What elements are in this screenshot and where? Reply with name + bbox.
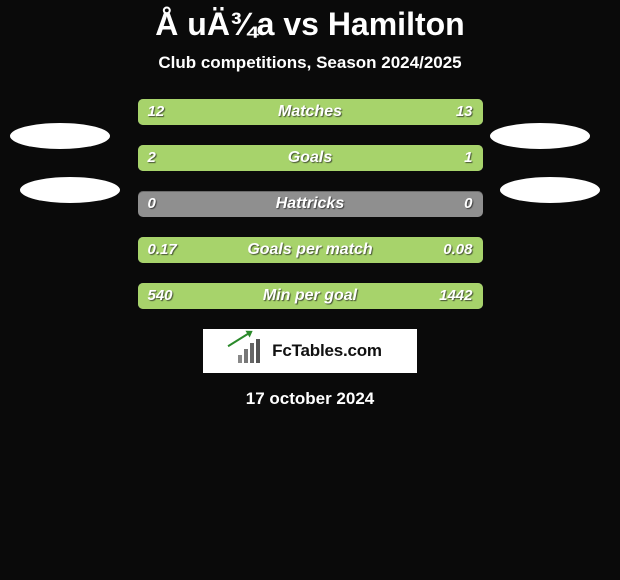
subtitle: Club competitions, Season 2024/2025: [0, 53, 620, 73]
stat-bar-left: [138, 237, 373, 263]
stat-bar-right: [372, 237, 482, 263]
stat-value-left: 0: [148, 191, 156, 217]
source-logo[interactable]: FcTables.com: [203, 329, 417, 373]
logo-text: FcTables.com: [272, 341, 382, 361]
stat-row: 5401442Min per goal: [138, 283, 483, 309]
logo-inner: FcTables.com: [238, 339, 382, 363]
snapshot-date: 17 october 2024: [0, 389, 620, 409]
player-right-logo-3: [500, 177, 600, 203]
stat-bar-left: [138, 283, 483, 309]
stat-row: 21Goals: [138, 145, 483, 171]
stat-row: 0.170.08Goals per match: [138, 237, 483, 263]
stat-value-right: 0: [464, 191, 472, 217]
stat-bar-right: [303, 99, 482, 125]
stat-row: 1213Matches: [138, 99, 483, 125]
comparison-widget: Å uÄ¾a vs Hamilton Club competitions, Se…: [0, 0, 620, 580]
stat-label: Hattricks: [138, 191, 483, 217]
page-title: Å uÄ¾a vs Hamilton: [0, 0, 620, 43]
stat-bar-right: [365, 145, 482, 171]
bar-chart-growth-icon: [238, 339, 266, 363]
stat-row: 0 0Hattricks: [138, 191, 483, 217]
player-left-logo-2: [20, 177, 120, 203]
stat-bar-left: [138, 145, 366, 171]
player-left-logo-0: [10, 123, 110, 149]
stat-bar-left: [138, 99, 304, 125]
player-right-logo-1: [490, 123, 590, 149]
